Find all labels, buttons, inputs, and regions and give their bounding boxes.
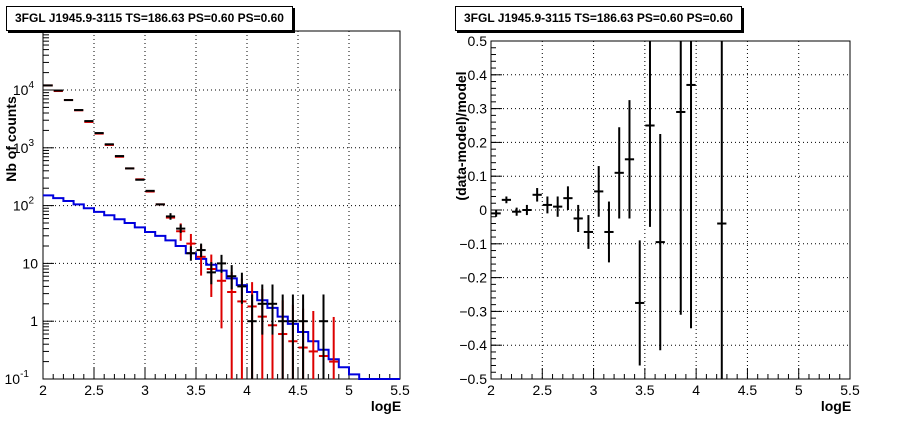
right-x-tick-label: 5 bbox=[795, 382, 803, 398]
right-y-tick-label: 0.2 bbox=[468, 134, 488, 150]
right-x-tick-label: 3 bbox=[590, 382, 598, 398]
left-y-tick-label: 102 bbox=[13, 196, 35, 214]
left-x-tick-label: 2 bbox=[39, 382, 47, 398]
left-x-axis-label: logE bbox=[371, 398, 401, 414]
right-x-tick-label: 2.5 bbox=[533, 382, 553, 398]
left-chart-title: 3FGL J1945.9-3115 TS=186.63 PS=0.60 PS=0… bbox=[6, 6, 293, 31]
right-y-tick-label: −0.4 bbox=[459, 337, 487, 353]
right-y-tick-label: −0.5 bbox=[459, 371, 487, 387]
left-y-tick-label: 1 bbox=[30, 313, 38, 329]
right-x-tick-label: 5.5 bbox=[840, 382, 860, 398]
left-x-tick-label: 3 bbox=[141, 382, 149, 398]
left-y-tick-label: 10 bbox=[22, 255, 38, 271]
right-y-tick-label: −0.2 bbox=[459, 270, 487, 286]
left-y-tick-label: 104 bbox=[13, 80, 35, 98]
left-x-tick-label: 5 bbox=[345, 382, 353, 398]
right-y-tick-label: −0.1 bbox=[459, 236, 487, 252]
left-x-tick-label: 4.5 bbox=[288, 382, 308, 398]
right-x-tick-label: 4.5 bbox=[738, 382, 758, 398]
left-x-tick-label: 3.5 bbox=[186, 382, 206, 398]
right-y-axis-label: (data-model)/model bbox=[453, 71, 469, 200]
right-y-tick-label: 0 bbox=[479, 202, 487, 218]
component-step-line bbox=[43, 194, 400, 380]
right-x-tick-label: 2 bbox=[487, 382, 495, 398]
left-x-tick-label: 5.5 bbox=[390, 382, 410, 398]
right-plot-frame bbox=[490, 40, 851, 380]
right-x-tick-label: 4 bbox=[692, 382, 700, 398]
right-chart-title: 3FGL J1945.9-3115 TS=186.63 PS=0.60 PS=0… bbox=[455, 6, 742, 31]
right-y-tick-label: 0.5 bbox=[468, 33, 488, 49]
left-y-tick-label: 10-1 bbox=[5, 369, 30, 387]
left-x-tick-label: 2.5 bbox=[84, 382, 104, 398]
right-y-tick-label: 0.4 bbox=[468, 67, 488, 83]
left-x-tick-label: 4 bbox=[243, 382, 251, 398]
right-x-tick-label: 3.5 bbox=[635, 382, 655, 398]
left-y-axis-label: Nb of counts bbox=[3, 96, 19, 182]
right-x-axis-label: logE bbox=[821, 398, 851, 414]
right-y-tick-label: 0.3 bbox=[468, 101, 488, 117]
right-y-tick-label: −0.3 bbox=[459, 303, 487, 319]
right-y-tick-label: 0.1 bbox=[468, 168, 488, 184]
left-y-tick-label: 103 bbox=[13, 138, 35, 156]
left-plot-frame bbox=[42, 30, 401, 380]
